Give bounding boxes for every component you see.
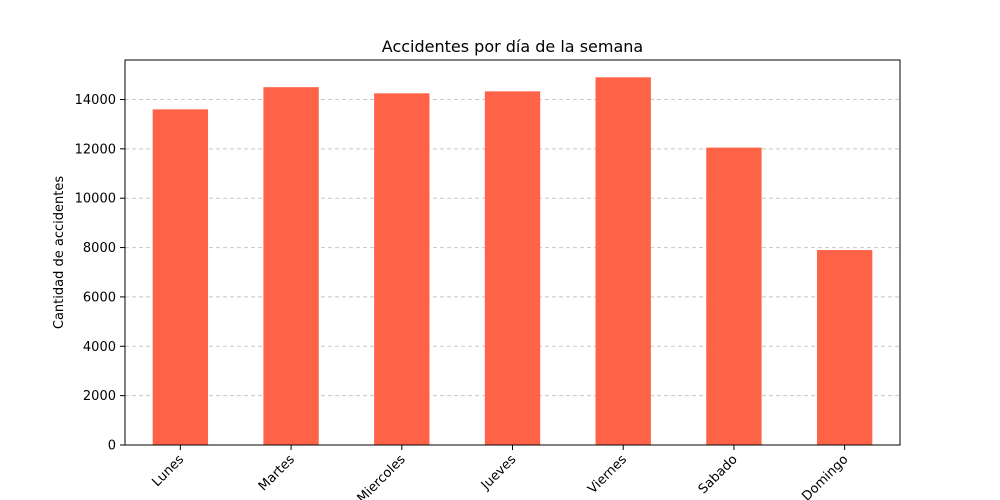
- x-tick-label: Domingo: [799, 452, 851, 500]
- x-tick-label: Viernes: [585, 452, 630, 497]
- y-tick-label: 4000: [83, 340, 116, 355]
- y-axis-label: Cantidad de accidentes: [52, 176, 67, 329]
- bar-miercoles: [374, 93, 430, 445]
- y-tick-label: 10000: [75, 192, 116, 207]
- bar-jueves: [484, 91, 541, 445]
- bars: [152, 77, 873, 446]
- x-tick-label: Lunes: [150, 452, 188, 490]
- y-tick-label: 12000: [75, 142, 116, 157]
- y-tick-label: 8000: [83, 241, 116, 256]
- x-tick-label: Miercoles: [355, 452, 409, 500]
- y-tick-label: 0: [108, 439, 116, 454]
- bar-lunes: [152, 109, 209, 445]
- y-tick-label: 14000: [75, 93, 116, 108]
- y-tick-label: 6000: [83, 290, 116, 305]
- x-tick-label: Sabado: [696, 452, 741, 497]
- bar-martes: [263, 87, 319, 446]
- x-tick-label: Jueves: [478, 452, 520, 494]
- y-tick-label: 2000: [83, 389, 116, 404]
- y-axis-ticks: 0 2000 4000 6000 8000 10000 12000 14000: [75, 93, 125, 454]
- bar-viernes: [595, 77, 651, 446]
- x-tick-label: Martes: [256, 452, 298, 494]
- bar-domingo: [816, 250, 873, 445]
- x-axis-ticks: Lunes Martes Miercoles Jueves Viernes Sabado D…: [150, 445, 852, 500]
- chart-title: Accidentes por día de la semana: [382, 37, 643, 56]
- bar-sabado: [706, 147, 762, 445]
